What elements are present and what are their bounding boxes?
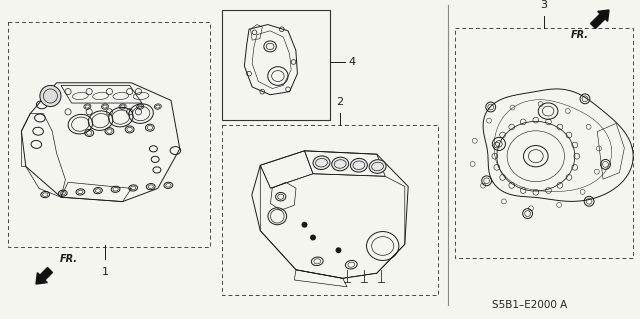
Text: FR.: FR. (60, 254, 78, 264)
FancyArrow shape (36, 268, 52, 284)
Bar (222, 10, 330, 120)
Circle shape (301, 222, 307, 228)
Circle shape (310, 234, 316, 241)
Circle shape (40, 85, 61, 107)
Text: 3: 3 (541, 0, 547, 10)
Text: 4: 4 (348, 57, 355, 67)
Bar (455, 28, 633, 258)
Text: 2: 2 (337, 97, 344, 107)
Bar (8, 22, 210, 247)
Ellipse shape (351, 159, 367, 172)
Ellipse shape (332, 157, 349, 171)
Bar (222, 125, 438, 295)
FancyArrow shape (591, 10, 609, 28)
Text: 1: 1 (102, 267, 109, 277)
Text: FR.: FR. (571, 30, 589, 40)
Circle shape (335, 247, 342, 253)
Ellipse shape (313, 156, 330, 169)
Text: S5B1–E2000 A: S5B1–E2000 A (492, 300, 568, 310)
Ellipse shape (369, 160, 386, 173)
